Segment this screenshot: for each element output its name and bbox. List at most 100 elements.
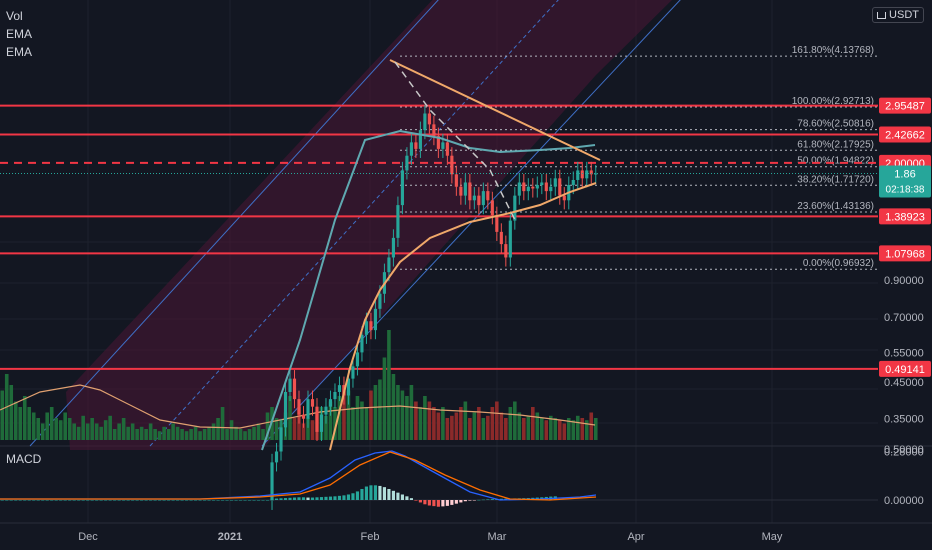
candle-body xyxy=(351,366,355,379)
macd-histogram-bar xyxy=(126,500,130,501)
time-tick-label: 2021 xyxy=(218,531,242,543)
candle-body xyxy=(562,195,566,201)
macd-title[interactable]: MACD xyxy=(6,452,42,466)
macd-histogram-bar xyxy=(310,497,315,500)
macd-histogram-bar xyxy=(86,500,90,501)
volume-bar xyxy=(0,390,5,440)
volume-bar xyxy=(301,423,306,440)
legend-vol[interactable]: Vol xyxy=(6,9,23,23)
price-axis[interactable]: 0.90000 0.70000 0.55000 0.45000 0.35000 0.280… xyxy=(884,275,924,458)
price-tag-label: 2.42662 xyxy=(885,129,925,141)
volume-bar xyxy=(495,401,499,440)
candle-body xyxy=(292,378,297,400)
price-tag xyxy=(879,97,931,114)
horizontal-levels[interactable]: 2.954872.426622.000001.389231.079680.491… xyxy=(0,97,931,377)
price-tick-label: 0.28000 xyxy=(884,446,924,458)
volume-bar xyxy=(526,415,531,440)
macd-histogram-bar xyxy=(391,490,395,500)
volume-bar xyxy=(342,385,346,440)
volume-bar xyxy=(337,396,342,440)
trendlines[interactable]: 1.86 02:18:38 xyxy=(0,59,931,221)
candle-body xyxy=(310,399,315,407)
candle-body xyxy=(297,399,301,415)
macd-histogram-bar xyxy=(342,495,346,500)
macd-histogram-bar xyxy=(171,500,175,501)
macd-histogram-bar xyxy=(256,500,261,501)
volume-bar xyxy=(472,412,477,440)
volume-bar xyxy=(36,418,41,440)
volume-bar xyxy=(207,426,211,440)
candle-body xyxy=(540,182,544,186)
countdown-label: 02:18:38 xyxy=(886,185,925,196)
candle-body xyxy=(436,136,440,149)
candle-body xyxy=(373,308,378,331)
candle-body xyxy=(274,451,279,463)
macd-histogram-bar xyxy=(360,488,364,500)
candle-body xyxy=(580,170,584,179)
macd-histogram-bar xyxy=(283,498,288,500)
volume-bar xyxy=(135,429,139,440)
candle-body xyxy=(571,179,575,186)
candle-body xyxy=(553,178,557,187)
macd-histogram-bar xyxy=(382,487,387,500)
candle-body xyxy=(301,414,306,419)
candle-body xyxy=(414,142,418,149)
macd-histogram-bar xyxy=(265,500,270,501)
candle-body xyxy=(279,427,283,452)
time-axis[interactable]: Dec 2021 Feb Mar Apr May xyxy=(0,522,932,543)
volume-bars xyxy=(0,330,598,440)
volume-bar xyxy=(486,415,490,440)
candle-body xyxy=(283,391,288,428)
macd-histogram-bar xyxy=(63,500,67,501)
volume-bar xyxy=(382,357,387,440)
time-tick-label: Dec xyxy=(78,531,98,543)
macd-histogram-bar xyxy=(243,500,247,501)
fib-level-label: 50.00%(1.94822) xyxy=(797,156,874,167)
volume-bar xyxy=(9,385,14,440)
legend-ema-fast[interactable]: EMA xyxy=(6,27,33,41)
volume-bar xyxy=(153,429,157,440)
volume-bar xyxy=(387,330,391,440)
volume-bar xyxy=(126,426,130,440)
time-tick-label: Mar xyxy=(488,531,507,543)
candle-body xyxy=(594,173,598,175)
macd-histogram-bar xyxy=(418,500,422,503)
candle-body xyxy=(468,182,472,201)
macd-histogram-bar xyxy=(279,498,283,500)
volume-bar xyxy=(175,426,180,440)
macd-histogram-bar xyxy=(220,500,225,501)
macd-histogram-bar xyxy=(297,497,301,500)
fib-level-label: 0.00%(0.96932) xyxy=(803,258,874,269)
macd-histogram-bar xyxy=(95,500,99,501)
macd-histogram-bar xyxy=(72,500,76,501)
volume-bar xyxy=(522,418,526,440)
macd-histogram-bar xyxy=(450,500,454,505)
macd-histogram-bar xyxy=(319,497,324,500)
parallel-channel[interactable] xyxy=(29,0,682,450)
volume-bar xyxy=(468,418,472,440)
volume-bar xyxy=(562,423,567,440)
macd-histogram-bar xyxy=(337,495,342,500)
candle-body xyxy=(445,142,449,156)
volume-bar xyxy=(539,418,544,440)
macd-histogram-bar xyxy=(261,500,265,501)
currency-button[interactable]: USDT xyxy=(872,7,924,23)
macd-histogram-bar xyxy=(189,500,193,501)
currency-label: USDT xyxy=(889,9,919,21)
price-tick-label: 0.35000 xyxy=(884,414,924,426)
volume-bar xyxy=(346,390,351,440)
candle-body xyxy=(544,182,548,192)
candle-body xyxy=(387,257,391,273)
volume-bar xyxy=(144,429,148,440)
volume-bar xyxy=(13,401,18,440)
candle-body xyxy=(535,185,539,189)
fibonacci-retracement[interactable]: 161.80%(4.13768) 100.00%(2.92713) 78.60%(2… xyxy=(400,45,878,270)
volume-bar xyxy=(220,407,225,440)
candle-body xyxy=(576,170,580,180)
legend-ema-slow[interactable]: EMA xyxy=(6,45,33,59)
macd-histogram-bar xyxy=(194,500,198,501)
macd-histogram-bar xyxy=(54,500,58,501)
macd-histogram-bar xyxy=(288,497,292,500)
volume-bar xyxy=(364,407,369,440)
